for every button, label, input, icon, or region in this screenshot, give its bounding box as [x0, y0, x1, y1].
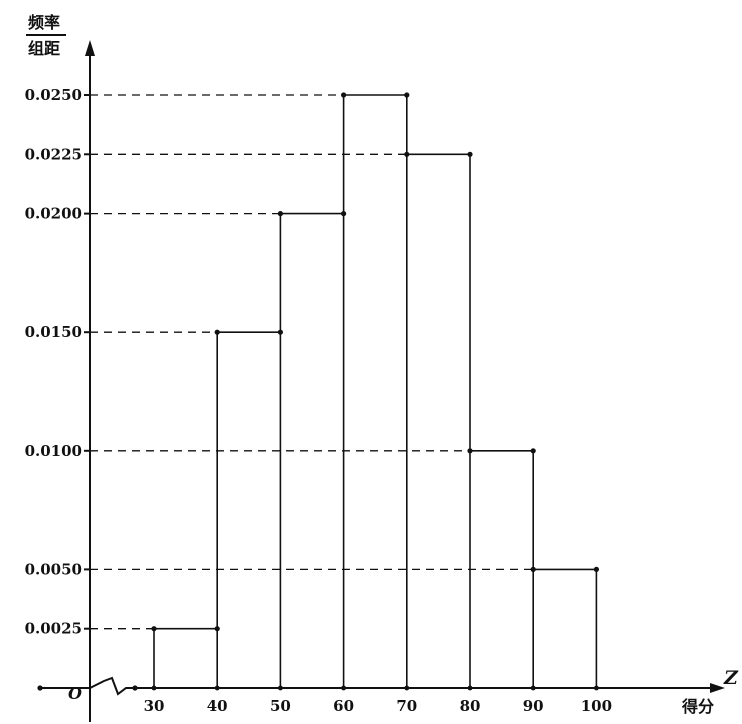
x-tick-dot-40	[214, 685, 220, 691]
x-tick-label: 100	[581, 697, 612, 715]
y-axis-label-denominator: 组距	[28, 39, 60, 58]
y-tick-label: 0.0150	[25, 323, 82, 341]
x-axis-break-mark	[89, 676, 135, 696]
y-tick-label: 0.0100	[25, 442, 82, 460]
bar-corner-dot	[151, 626, 157, 632]
bar-corner-dot	[404, 151, 410, 157]
x-tick-label: 40	[207, 697, 228, 715]
x-tick-label: 30	[144, 697, 165, 715]
x-tick-dot-90	[530, 685, 536, 691]
x-tick-label: 80	[460, 697, 481, 715]
dashed-guide-lines	[90, 94, 534, 630]
x-axis-break-dot	[132, 685, 138, 691]
x-tick-label: 60	[333, 697, 354, 715]
x-tick-dot-100	[594, 685, 599, 691]
x-axis-start-dot	[37, 685, 43, 691]
x-axis-label: 得分	[681, 697, 714, 716]
x-tick-dot-80	[467, 685, 473, 691]
x-axis-arrow	[710, 683, 725, 693]
y-axis-arrow	[85, 40, 95, 56]
origin-label: O	[68, 684, 82, 703]
x-tick-label: 50	[270, 697, 291, 715]
y-tick-label: 0.0200	[25, 205, 82, 223]
bar-corner-dot	[277, 211, 283, 217]
histogram-bars	[151, 92, 600, 688]
axes	[37, 40, 725, 722]
x-tick-dot-60	[341, 685, 346, 691]
bar-corner-dot	[467, 448, 473, 454]
x-tick-labels: 30 40 50 60 70 80 90 100	[144, 697, 612, 715]
x-tick-dot-30	[151, 685, 157, 691]
x-tick-dot-70	[404, 685, 410, 691]
y-tick-label: 0.0250	[25, 86, 82, 104]
y-axis-label-numerator: 频率	[28, 13, 60, 32]
bar-corner-dot	[530, 566, 536, 573]
y-tick-label: 0.0025	[25, 620, 82, 638]
x-tick-label: 70	[396, 697, 417, 715]
bar-corner-dot	[214, 329, 220, 335]
bar-corner-dot	[341, 92, 347, 98]
y-tick-labels: 0.0025 0.0050 0.0100 0.0150 0.0200 0.0225 0.02…	[25, 86, 82, 638]
y-tick-label: 0.0050	[25, 560, 82, 578]
x-axis-letter: Z	[723, 667, 739, 689]
x-tick-dot-50	[278, 685, 283, 691]
y-tick-label: 0.0225	[25, 145, 82, 163]
bar-corner-dot	[467, 151, 473, 157]
x-tick-label: 90	[523, 697, 544, 715]
